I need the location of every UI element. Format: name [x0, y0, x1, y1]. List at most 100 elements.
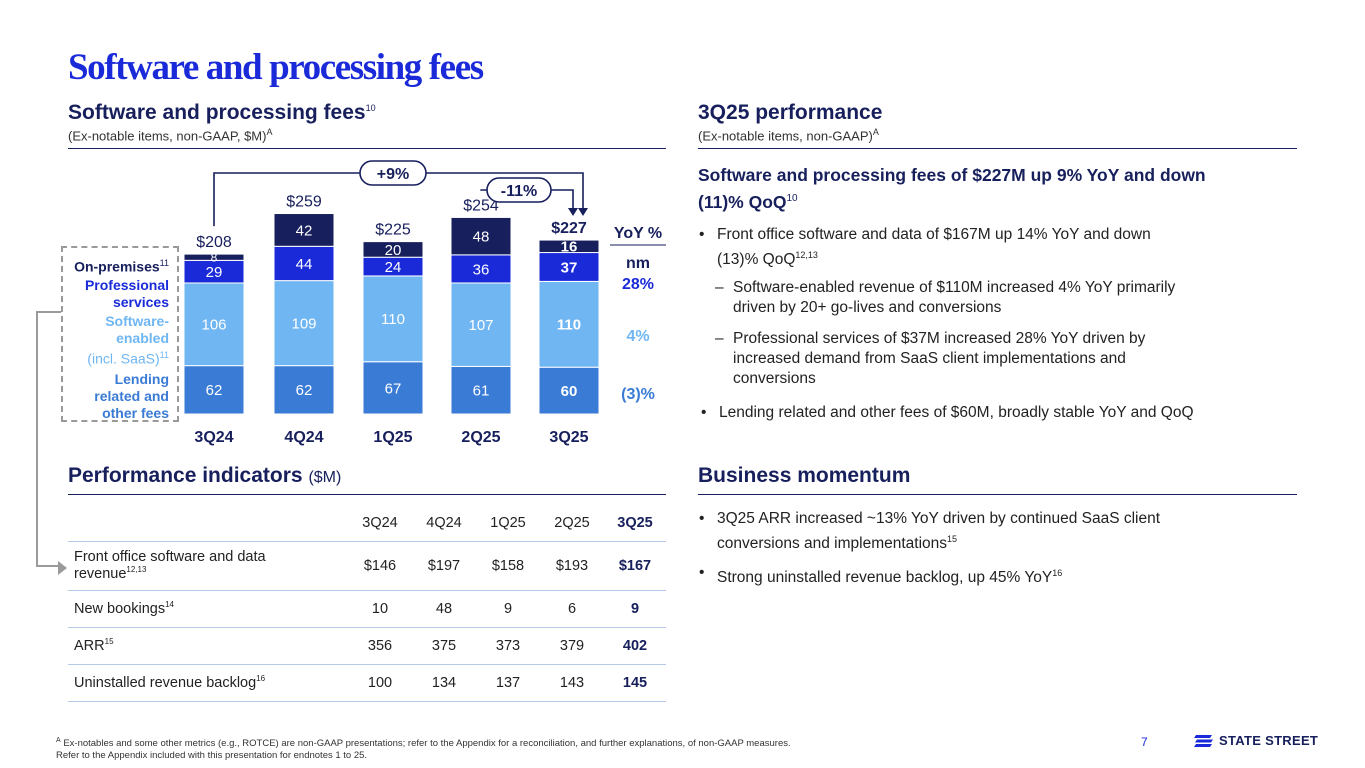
chart-section-divider	[68, 148, 666, 149]
bar-value-label: 67	[385, 380, 402, 397]
chart-section-subtitle: (Ex-notable items, non-GAAP, $M)A	[68, 127, 273, 144]
table-cell: $146	[348, 540, 412, 590]
x-tick-label: 4Q24	[284, 429, 323, 446]
row-label: ARR15	[68, 626, 348, 664]
bar-value-label: 62	[296, 382, 313, 399]
x-tick-label: 2Q25	[461, 429, 500, 446]
yoy-value-label: 28%	[622, 276, 654, 293]
performance-bullet-1: • Front office software and data of $167M…	[699, 226, 1151, 269]
perf-indicators-title: Performance indicators ($M)	[68, 464, 342, 487]
bar-value-label: 42	[296, 222, 313, 239]
table-cell: 48	[412, 589, 476, 627]
table-row: ARR15 356 375 373 379 402	[68, 626, 666, 664]
performance-subtitle: (Ex-notable items, non-GAAP)A	[698, 127, 879, 144]
performance-title: 3Q25 performance	[698, 101, 883, 124]
table-cell: 137	[476, 663, 540, 702]
row-label: Uninstalled revenue backlog16	[68, 663, 348, 702]
bar-segment	[538, 252, 600, 282]
bar-value-label: 29	[206, 264, 223, 281]
table-row: Front office software and data revenue12,…	[68, 540, 666, 590]
momentum-divider	[698, 494, 1297, 495]
table-cell: 145	[604, 663, 666, 702]
momentum-bullet-2: • Strong uninstalled revenue backlog, up …	[699, 564, 1063, 587]
table-cell: 356	[348, 626, 412, 664]
state-street-logo: STATE STREET	[1194, 733, 1318, 748]
bar-value-label: 61	[473, 383, 490, 400]
yoy-value-label: 4%	[626, 328, 649, 345]
yoy-change-badge	[359, 160, 427, 186]
bar-value-label: 110	[381, 311, 405, 328]
table-cell: $158	[476, 540, 540, 590]
table-cell: 134	[412, 663, 476, 702]
yoy-header: YoY %	[614, 225, 662, 242]
bar-total-label: $208	[196, 234, 232, 251]
performance-headline: Software and processing fees of $227M up…	[698, 165, 1206, 212]
table-col-header: 3Q24	[362, 514, 398, 531]
table-col-header: 2Q25	[554, 514, 590, 531]
bar-segment	[450, 216, 512, 256]
bar-segment	[450, 282, 512, 367]
chart-section-title: Software and processing fees10	[68, 101, 376, 124]
table-row: Uninstalled revenue backlog16 100 134 13…	[68, 663, 666, 702]
table-cell: $167	[604, 540, 666, 590]
perf-indicators-divider	[68, 494, 666, 495]
page-number: 7	[1141, 735, 1148, 749]
connector-arrow-icon	[58, 561, 67, 575]
momentum-title: Business momentum	[698, 464, 911, 487]
bar-segment	[538, 280, 600, 368]
row-label: New bookings14	[68, 589, 348, 627]
table-col-header: 1Q25	[490, 514, 526, 531]
performance-subbullet-1: – Software-enabled revenue of $110M incre…	[715, 279, 1176, 316]
performance-divider	[698, 148, 1297, 149]
qoq-change-label: -11%	[501, 183, 537, 200]
table-cell: 402	[604, 626, 666, 664]
perf-indicators-table: 3Q24 4Q24 1Q25 2Q25 3Q25 Front office so…	[68, 505, 666, 702]
table-cell: 6	[540, 589, 604, 627]
qoq-change-badge	[486, 177, 552, 203]
bar-value-label: 110	[557, 317, 581, 334]
table-cell: 9	[476, 589, 540, 627]
bar-value-label: 60	[561, 383, 578, 400]
bar-value-label: 106	[201, 317, 226, 334]
bar-value-label: 48	[473, 229, 490, 246]
logo-text: STATE STREET	[1219, 733, 1319, 748]
yoy-change-label: +9%	[377, 166, 409, 183]
bar-value-label: 36	[473, 261, 490, 278]
bar-total-label: $227	[551, 220, 587, 237]
table-cell: 375	[412, 626, 476, 664]
row-label: Front office software and data revenue12,…	[68, 540, 348, 590]
table-cell: $193	[540, 540, 604, 590]
legend-professional-services: Professional services	[84, 277, 169, 310]
bar-segment	[362, 361, 424, 415]
bar-value-label: 44	[296, 256, 313, 273]
bar-segment	[538, 366, 600, 415]
bar-value-label: 20	[385, 242, 402, 259]
yoy-bracket-arrow	[578, 208, 588, 217]
bar-value-label: 37	[561, 259, 578, 276]
bar-segment	[362, 241, 424, 258]
table-cell: 143	[540, 663, 604, 702]
table-cell: 10	[348, 589, 412, 627]
x-tick-label: 1Q25	[373, 429, 412, 446]
bar-segment	[183, 282, 245, 367]
page-title: Software and processing fees	[68, 47, 484, 88]
bar-segment	[183, 365, 245, 415]
table-cell: 379	[540, 626, 604, 664]
table-cell: 100	[348, 663, 412, 702]
bar-value-label: 107	[468, 317, 493, 334]
yoy-value-label: (3)%	[621, 386, 655, 403]
logo-mark-icon	[1194, 734, 1213, 747]
bar-value-label: 109	[291, 316, 316, 333]
stacked-bar-chart: 62 106 298$208 3Q24 62 109 44 42 $259 4Q24 67 110 24…	[183, 160, 666, 446]
bar-segment	[273, 213, 335, 247]
qoq-bracket-arrow	[568, 208, 578, 217]
table-cell: 9	[604, 589, 666, 627]
bar-total-label: $225	[375, 222, 411, 239]
table-header-row: 3Q24 4Q24 1Q25 2Q25 3Q25	[68, 505, 666, 541]
legend-lending: Lending related and other fees	[94, 371, 169, 421]
table-col-header: 3Q25	[617, 514, 653, 531]
table-cell: $197	[412, 540, 476, 590]
bar-value-label: 8	[211, 251, 218, 265]
table-row: New bookings14 10 48 9 6 9	[68, 589, 666, 627]
series-label-box: On-premises11 Professional services Softw…	[61, 246, 179, 422]
